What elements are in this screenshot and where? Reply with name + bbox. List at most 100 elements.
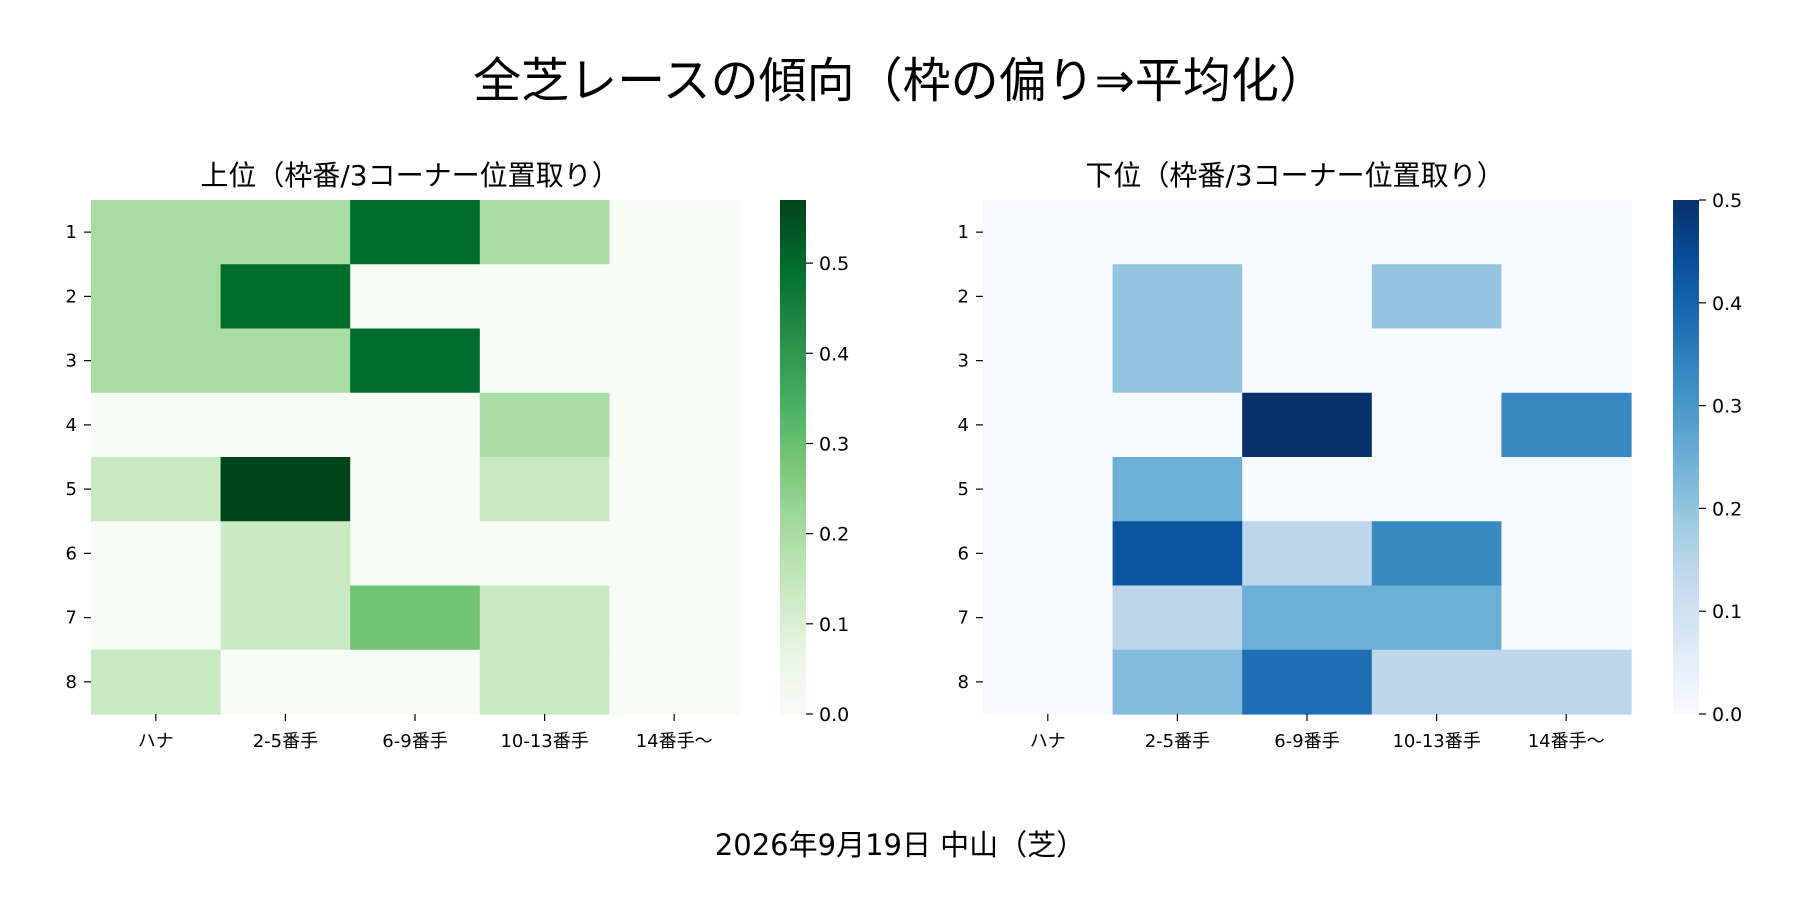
colorbar-gradient-strip [780, 619, 806, 625]
heatmap-bottom-colorbar: 0.0 0.1 0.2 0.3 0.4 0.5 [1673, 190, 1742, 726]
colorbar-gradient-strip [780, 427, 806, 432]
colorbar-gradient-strip [780, 277, 806, 282]
heatmap-bottom-cell [983, 585, 1114, 651]
y-tick-label: 8 [66, 672, 77, 693]
colorbar-gradient-strip [780, 225, 806, 231]
x-tick-label: 10-13番手 [1392, 731, 1480, 752]
colorbar-gradient-strip [1673, 619, 1699, 625]
colorbar-gradient-strip [780, 302, 806, 308]
colorbar-tick-label: 0.3 [819, 433, 849, 455]
colorbar-gradient-strip [780, 272, 806, 278]
colorbar-gradient-strip [780, 482, 806, 488]
heatmap-bottom-cell [1112, 521, 1243, 587]
colorbar-tick-label: 0.4 [819, 343, 849, 365]
y-tick-label: 2 [66, 286, 77, 307]
y-tick-label: 7 [958, 608, 969, 629]
heatmap-bottom-cell [1501, 392, 1632, 458]
colorbar-gradient-strip [780, 375, 806, 381]
colorbar-gradient-strip [1673, 615, 1699, 621]
heatmap-top-cell [609, 200, 740, 265]
colorbar-gradient-strip [1673, 307, 1699, 312]
colorbar-tick-label: 0.0 [1712, 704, 1742, 726]
heatmap-bottom: 下位（枠番/3コーナー位置取り） 1 2 3 4 5 6 7 8 ハナ 2-5番手 6-9番手 10… [958, 159, 1743, 752]
colorbar-gradient-strip [1673, 324, 1699, 330]
colorbar-gradient-strip [780, 268, 806, 274]
heatmap-top-cell [350, 585, 481, 651]
colorbar-gradient-strip [1673, 671, 1699, 677]
colorbar-gradient-strip [780, 696, 806, 702]
colorbar-gradient-strip [780, 294, 806, 300]
figure-title: 全芝レースの傾向（枠の偏り⇒平均化） [473, 53, 1327, 109]
heatmap-bottom-cell [983, 264, 1114, 330]
heatmap-top-cell [609, 585, 740, 651]
colorbar-gradient-strip [780, 208, 806, 214]
heatmap-top-cell [350, 392, 481, 458]
colorbar-gradient-strip [780, 504, 806, 509]
colorbar-gradient-strip [780, 581, 806, 587]
heatmap-bottom-cell [1371, 457, 1502, 522]
heatmap-top-x-axis: ハナ 2-5番手 6-9番手 10-13番手 14番手～ [138, 714, 713, 752]
colorbar-gradient-strip [780, 200, 806, 205]
colorbar-gradient-strip [780, 499, 806, 505]
colorbar-gradient-strip [1673, 581, 1699, 587]
colorbar-gradient-strip [1673, 534, 1699, 539]
colorbar-gradient-strip [780, 525, 806, 531]
heatmap-bottom-cell [1112, 200, 1243, 265]
heatmap-top-cell [609, 392, 740, 458]
colorbar-gradient-strip [1673, 427, 1699, 432]
heatmap-top-cell [479, 457, 610, 522]
heatmap-top-cell [479, 392, 610, 458]
colorbar-gradient-strip [1673, 367, 1699, 372]
colorbar-gradient-strip [780, 636, 806, 642]
heatmap-top-cell [91, 392, 222, 458]
colorbar-gradient-strip [780, 367, 806, 372]
colorbar-gradient-strip [1673, 208, 1699, 214]
colorbar-gradient-strip [1673, 311, 1699, 317]
colorbar-gradient-strip [1673, 294, 1699, 300]
heatmap-bottom-cell [983, 521, 1114, 587]
colorbar-gradient-strip [780, 474, 806, 480]
colorbar-tick-label: 0.4 [1712, 293, 1742, 315]
colorbar-gradient-strip [1673, 692, 1699, 698]
colorbar-gradient-strip [1673, 585, 1699, 591]
colorbar-gradient-strip [1673, 679, 1699, 685]
heatmap-top-cell [91, 521, 222, 587]
heatmap-top-cell [609, 264, 740, 330]
colorbar-gradient-strip [1673, 457, 1699, 462]
colorbar-gradient-strip [780, 315, 806, 321]
colorbar-gradient-strip [1673, 521, 1699, 527]
colorbar-tick-label: 0.1 [819, 614, 849, 636]
colorbar-gradient-strip [1673, 251, 1699, 257]
colorbar-gradient-strip [1673, 238, 1699, 244]
colorbar-gradient-strip [780, 555, 806, 561]
heatmap-top-title: 上位（枠番/3コーナー位置取り） [200, 159, 619, 192]
heatmap-bottom-cell [1112, 457, 1243, 522]
colorbar-gradient-strip [1673, 564, 1699, 569]
colorbar-gradient-strip [780, 508, 806, 514]
colorbar-gradient-strip [780, 546, 806, 552]
colorbar-gradient-strip [1673, 409, 1699, 415]
heatmap-top-cell [609, 521, 740, 587]
colorbar-gradient-strip [780, 594, 806, 599]
colorbar-gradient-strip [1673, 478, 1699, 484]
colorbar-gradient-strip [1673, 512, 1699, 518]
x-tick-label: 10-13番手 [500, 731, 588, 752]
heatmap-bottom-cell [983, 457, 1114, 522]
colorbar-gradient-strip [1673, 538, 1699, 544]
colorbar-gradient-strip [780, 311, 806, 317]
heatmap-bottom-cell [1112, 264, 1243, 330]
colorbar-gradient-strip [1673, 576, 1699, 582]
colorbar-gradient-strip [1673, 349, 1699, 355]
colorbar-gradient-strip [1673, 439, 1699, 445]
colorbar-gradient-strip [1673, 259, 1699, 265]
colorbar-gradient-strip [780, 307, 806, 312]
heatmap-top-cell [220, 585, 351, 651]
colorbar-gradient-strip [780, 328, 806, 334]
heatmap-top-cell [220, 264, 351, 330]
heatmap-bottom-cell [1371, 521, 1502, 587]
colorbar-gradient-strip [780, 439, 806, 445]
colorbar-tick-label: 0.1 [1712, 601, 1742, 623]
colorbar-gradient-strip [780, 495, 806, 501]
colorbar-gradient-strip [780, 671, 806, 677]
colorbar-gradient-strip [780, 602, 806, 608]
